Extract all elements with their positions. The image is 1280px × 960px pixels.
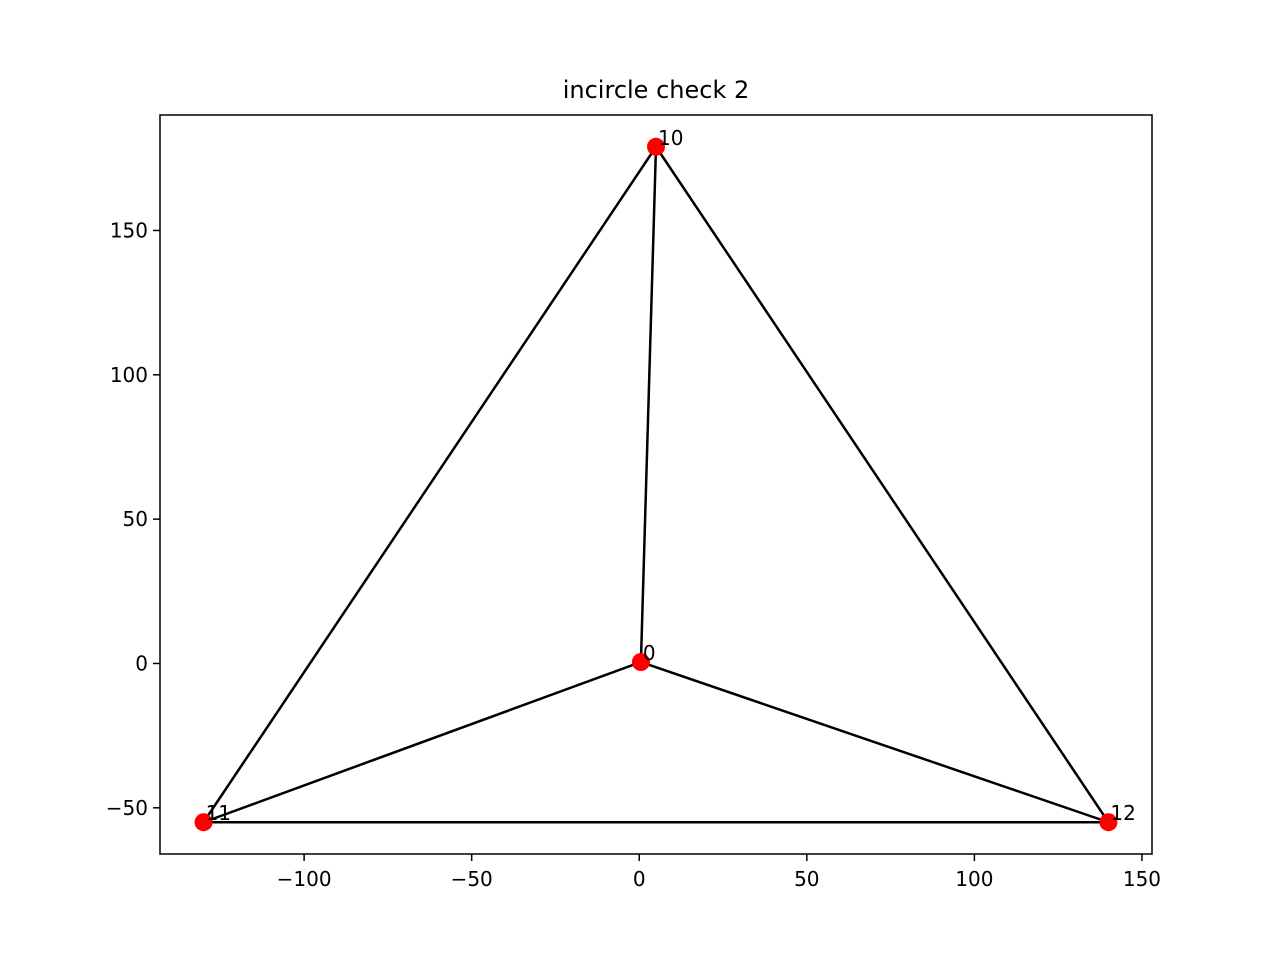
x-axis: −100 −50 0 50 100 150 xyxy=(277,854,1161,891)
plot-area-frame xyxy=(159,114,1153,855)
point-marker-0 xyxy=(631,653,650,672)
y-axis: −50 0 50 100 150 xyxy=(106,218,160,820)
x-tick-label: −50 xyxy=(451,867,493,891)
x-tick-label: 150 xyxy=(1123,867,1161,891)
edge-line xyxy=(202,145,658,824)
x-tick-label: 100 xyxy=(955,867,993,891)
y-tick-label: 50 xyxy=(123,507,148,531)
x-tick-label: −100 xyxy=(277,867,332,891)
y-tick-label: 0 xyxy=(135,651,148,675)
point-label-0: 0 xyxy=(643,641,656,665)
y-tick-label: −50 xyxy=(106,796,148,820)
edge-line xyxy=(654,145,1110,824)
point-label-10: 10 xyxy=(658,126,683,150)
point-label-11: 11 xyxy=(206,801,231,825)
point-marker-12 xyxy=(1099,813,1118,832)
chart-title: incircle check 2 xyxy=(563,76,750,104)
point-marker-11 xyxy=(194,813,213,832)
edge-line xyxy=(639,145,658,664)
y-tick-label: 150 xyxy=(110,218,148,242)
edge-line xyxy=(202,660,643,824)
point-markers xyxy=(194,137,1118,832)
x-tick-label: 50 xyxy=(794,867,819,891)
edge-line xyxy=(639,660,1110,824)
y-tick-label: 100 xyxy=(110,363,148,387)
x-tick-label: 0 xyxy=(633,867,646,891)
point-labels: 0 10 11 12 xyxy=(206,126,1136,825)
edge-lines xyxy=(202,145,1110,824)
point-label-12: 12 xyxy=(1110,801,1135,825)
point-marker-10 xyxy=(647,137,665,156)
